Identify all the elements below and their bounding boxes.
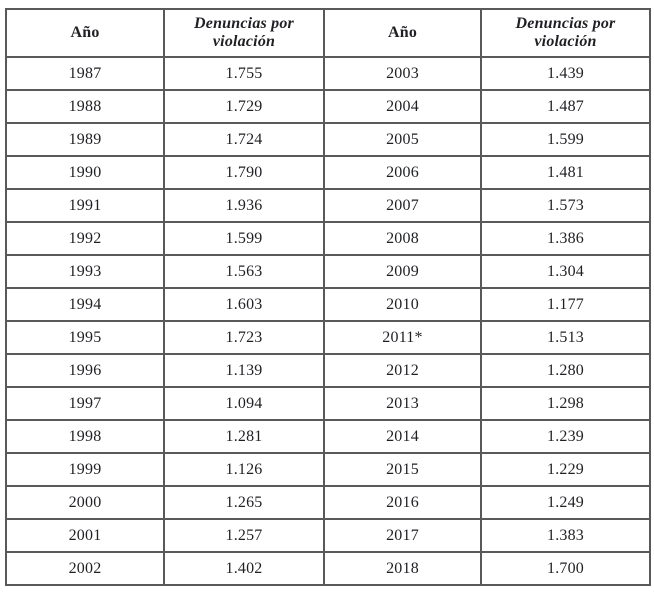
- year-cell: 1999: [5, 452, 165, 487]
- table-row: 2000 1.265 2016 1.249: [5, 485, 651, 520]
- value-cell: 1.139: [163, 353, 325, 388]
- value-cell: 1.724: [163, 122, 325, 157]
- year-cell: 2008: [323, 221, 482, 256]
- year-cell: 1993: [5, 254, 165, 289]
- denuncias-table-container: Año Denuncias por violación Año Denuncia…: [5, 8, 651, 586]
- value-cell: 1.599: [163, 221, 325, 256]
- year-cell: 2010: [323, 287, 482, 322]
- table-header: Año Denuncias por violación Año Denuncia…: [5, 8, 651, 58]
- year-cell: 1994: [5, 287, 165, 322]
- year-cell: 2004: [323, 89, 482, 124]
- value-cell: 1.304: [480, 254, 651, 289]
- table-row: 1987 1.755 2003 1.439: [5, 56, 651, 91]
- year-cell: 2003: [323, 56, 482, 91]
- value-cell: 1.280: [480, 353, 651, 388]
- table-row: 1993 1.563 2009 1.304: [5, 254, 651, 289]
- table-row: 1992 1.599 2008 1.386: [5, 221, 651, 256]
- table-row: 1988 1.729 2004 1.487: [5, 89, 651, 124]
- table-row: 1991 1.936 2007 1.573: [5, 188, 651, 223]
- value-cell: 1.229: [480, 452, 651, 487]
- value-cell: 1.257: [163, 518, 325, 553]
- value-cell: 1.094: [163, 386, 325, 421]
- year-cell: 2011*: [323, 320, 482, 355]
- value-cell: 1.126: [163, 452, 325, 487]
- header-denuncias-right: Denuncias por violación: [480, 8, 651, 58]
- value-cell: 1.513: [480, 320, 651, 355]
- table-body: 1987 1.755 2003 1.439 1988 1.729 2004 1.487 1989…: [5, 56, 651, 586]
- year-cell: 2001: [5, 518, 165, 553]
- value-cell: 1.383: [480, 518, 651, 553]
- year-cell: 2015: [323, 452, 482, 487]
- header-year-left: Año: [5, 8, 165, 58]
- value-cell: 1.603: [163, 287, 325, 322]
- value-cell: 1.790: [163, 155, 325, 190]
- table-row: 1995 1.723 2011* 1.513: [5, 320, 651, 355]
- header-row: Año Denuncias por violación Año Denuncia…: [5, 8, 651, 58]
- value-cell: 1.281: [163, 419, 325, 454]
- value-cell: 1.439: [480, 56, 651, 91]
- table-row: 1990 1.790 2006 1.481: [5, 155, 651, 190]
- value-cell: 1.729: [163, 89, 325, 124]
- year-cell: 2016: [323, 485, 482, 520]
- table-row: 1998 1.281 2014 1.239: [5, 419, 651, 454]
- value-cell: 1.298: [480, 386, 651, 421]
- table-row: 1999 1.126 2015 1.229: [5, 452, 651, 487]
- table-row: 2002 1.402 2018 1.700: [5, 551, 651, 586]
- year-cell: 2012: [323, 353, 482, 388]
- value-cell: 1.239: [480, 419, 651, 454]
- table-row: 1996 1.139 2012 1.280: [5, 353, 651, 388]
- year-cell: 1987: [5, 56, 165, 91]
- year-cell: 2006: [323, 155, 482, 190]
- value-cell: 1.563: [163, 254, 325, 289]
- year-cell: 1989: [5, 122, 165, 157]
- year-cell: 2005: [323, 122, 482, 157]
- year-cell: 2018: [323, 551, 482, 586]
- value-cell: 1.249: [480, 485, 651, 520]
- year-cell: 2009: [323, 254, 482, 289]
- table-row: 1994 1.603 2010 1.177: [5, 287, 651, 322]
- value-cell: 1.723: [163, 320, 325, 355]
- year-cell: 1995: [5, 320, 165, 355]
- year-cell: 2002: [5, 551, 165, 586]
- value-cell: 1.755: [163, 56, 325, 91]
- year-cell: 1997: [5, 386, 165, 421]
- year-cell: 2017: [323, 518, 482, 553]
- year-cell: 1988: [5, 89, 165, 124]
- value-cell: 1.402: [163, 551, 325, 586]
- value-cell: 1.265: [163, 485, 325, 520]
- year-cell: 2013: [323, 386, 482, 421]
- year-cell: 1998: [5, 419, 165, 454]
- table-row: 2001 1.257 2017 1.383: [5, 518, 651, 553]
- value-cell: 1.386: [480, 221, 651, 256]
- year-cell: 2007: [323, 188, 482, 223]
- year-cell: 1990: [5, 155, 165, 190]
- value-cell: 1.487: [480, 89, 651, 124]
- year-cell: 1996: [5, 353, 165, 388]
- value-cell: 1.700: [480, 551, 651, 586]
- header-denuncias-left: Denuncias por violación: [163, 8, 325, 58]
- header-year-right: Año: [323, 8, 482, 58]
- denuncias-por-violacion-table: Año Denuncias por violación Año Denuncia…: [5, 8, 651, 586]
- year-cell: 2000: [5, 485, 165, 520]
- year-cell: 2014: [323, 419, 482, 454]
- value-cell: 1.481: [480, 155, 651, 190]
- value-cell: 1.177: [480, 287, 651, 322]
- value-cell: 1.936: [163, 188, 325, 223]
- year-cell: 1992: [5, 221, 165, 256]
- table-row: 1997 1.094 2013 1.298: [5, 386, 651, 421]
- year-cell: 1991: [5, 188, 165, 223]
- value-cell: 1.573: [480, 188, 651, 223]
- value-cell: 1.599: [480, 122, 651, 157]
- table-row: 1989 1.724 2005 1.599: [5, 122, 651, 157]
